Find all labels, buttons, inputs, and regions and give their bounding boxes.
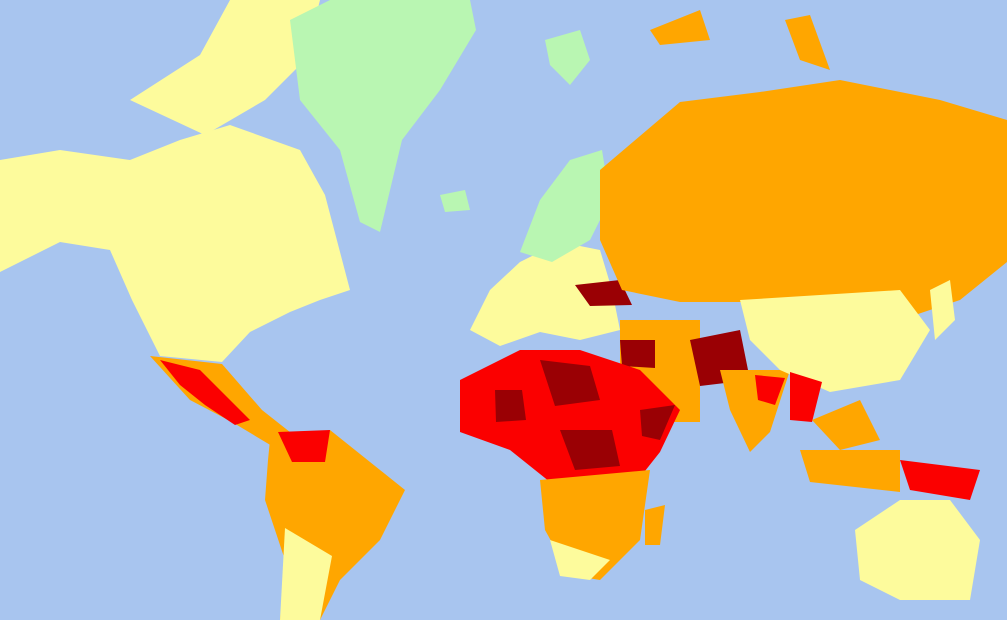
india-red [755,375,785,405]
ukraine [575,280,632,306]
syria-iraq [620,340,655,368]
southern-africa [550,540,610,580]
canada-arctic [130,0,320,135]
arctic-islands [650,10,710,45]
mali [495,390,526,422]
southern-cone [280,528,332,620]
russia [600,80,1007,320]
japan [930,280,955,340]
myanmar [790,372,822,422]
iceland [440,190,470,212]
scandinavia [520,150,610,262]
indonesia [800,450,900,492]
mexico-red [160,360,250,425]
north-america [0,125,350,362]
southeast-asia [812,400,880,450]
central-africa [560,430,620,470]
europe [470,242,620,346]
somalia [640,405,675,440]
libya-sudan [540,360,600,406]
papua [900,460,980,500]
madagascar [645,505,665,545]
venezuela-colombia [278,430,330,462]
china [740,290,930,392]
greenland [290,0,476,232]
svalbard [545,30,590,85]
north-africa [460,350,680,490]
australia [855,500,980,600]
arctic-islands-2 [785,15,830,70]
